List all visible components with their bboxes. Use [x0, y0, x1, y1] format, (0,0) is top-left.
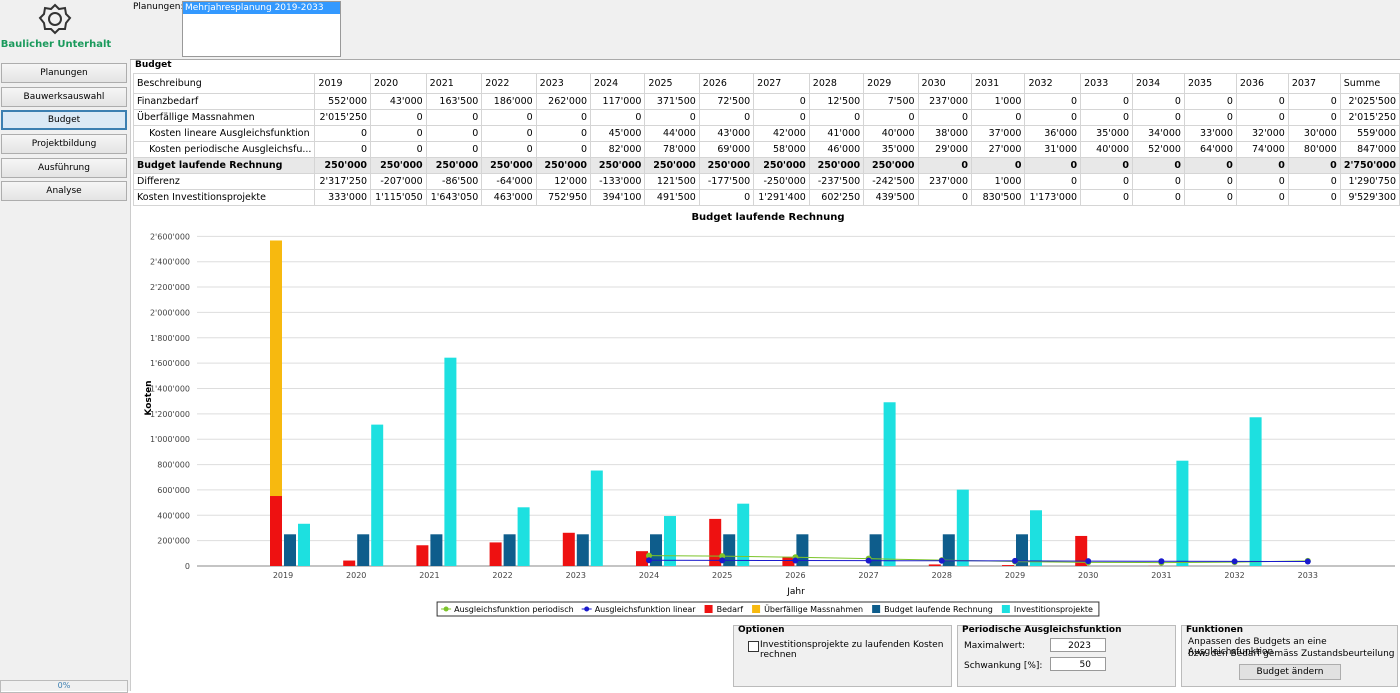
x-tick-label: 2019 — [273, 571, 293, 580]
bar — [591, 471, 603, 566]
line-marker — [719, 557, 725, 563]
bar — [444, 358, 456, 566]
bar — [957, 490, 969, 566]
line-marker — [1085, 558, 1091, 564]
bar — [416, 545, 428, 566]
x-tick-label: 2020 — [346, 571, 366, 580]
legend-label: Ausgleichsfunktion periodisch — [454, 605, 574, 614]
spinner[interactable]: 50 — [1050, 657, 1106, 671]
line-marker — [646, 557, 652, 563]
bar — [884, 402, 896, 566]
bar — [709, 519, 721, 566]
x-tick-label: 2025 — [712, 571, 732, 580]
checkbox-label[interactable]: Investitionsprojekte zu laufenden Kosten… — [760, 640, 951, 660]
line-marker — [939, 558, 945, 564]
line-marker — [1158, 558, 1164, 564]
bar — [490, 542, 502, 566]
periodic-panel: Periodische Ausgleichsfunktion Maximalwe… — [957, 625, 1176, 687]
bar — [1030, 510, 1042, 566]
line-marker — [1305, 559, 1311, 565]
panel-title: Funktionen — [1186, 625, 1243, 635]
legend-swatch — [872, 605, 880, 613]
x-tick-label: 2021 — [419, 571, 439, 580]
legend-label: Überfällige Massnahmen — [764, 604, 863, 614]
spinner[interactable]: 2023 — [1050, 638, 1106, 652]
bar — [284, 534, 296, 566]
panel-title: Periodische Ausgleichsfunktion — [962, 625, 1122, 635]
x-tick-label: 2032 — [1224, 571, 1244, 580]
bar — [298, 524, 310, 566]
bar — [430, 534, 442, 566]
legend-marker — [444, 607, 449, 612]
budget-button[interactable]: Budget ändern — [1239, 664, 1341, 680]
bar — [270, 240, 282, 496]
x-tick-label: 2024 — [639, 571, 659, 580]
legend-label: Bedarf — [717, 605, 744, 614]
y-tick-label: 1'400'000 — [150, 384, 190, 393]
bar — [577, 534, 589, 566]
y-tick-label: 1'800'000 — [150, 334, 190, 343]
x-tick-label: 2027 — [858, 571, 878, 580]
panel-title: Optionen — [738, 625, 785, 635]
line-marker — [866, 558, 872, 564]
field-label: Schwankung [%]: — [964, 661, 1042, 671]
line-marker — [1012, 558, 1018, 564]
bar — [518, 507, 530, 566]
x-tick-label: 2029 — [1005, 571, 1025, 580]
legend-marker — [584, 607, 589, 612]
legend-swatch — [1002, 605, 1010, 613]
bar — [504, 534, 516, 566]
legend-swatch — [752, 605, 760, 613]
checkbox[interactable] — [748, 641, 759, 652]
x-axis-label: Jahr — [786, 587, 805, 597]
bar — [636, 551, 648, 566]
bar — [1002, 565, 1014, 566]
legend-label: Ausgleichsfunktion linear — [595, 605, 697, 614]
bar — [664, 516, 676, 566]
y-tick-label: 2'200'000 — [150, 283, 190, 292]
x-tick-label: 2030 — [1078, 571, 1098, 580]
functions-panel: Funktionen Anpassen des Budgets an eine … — [1181, 625, 1398, 687]
y-tick-label: 200'000 — [157, 537, 190, 546]
y-tick-label: 600'000 — [157, 486, 190, 495]
field-label: Maximalwert: — [964, 641, 1025, 651]
options-panel: Optionen Investitionsprojekte zu laufend… — [733, 625, 952, 687]
y-tick-label: 2'400'000 — [150, 258, 190, 267]
line-marker — [1232, 558, 1238, 564]
chart-title: Budget laufende Rechnung — [691, 212, 844, 223]
line-marker — [792, 558, 798, 564]
x-tick-label: 2022 — [492, 571, 512, 580]
x-tick-label: 2031 — [1151, 571, 1171, 580]
legend-swatch — [705, 605, 713, 613]
bar — [1250, 417, 1262, 566]
y-tick-label: 2'600'000 — [150, 232, 190, 241]
legend-label: Investitionsprojekte — [1014, 605, 1093, 614]
x-tick-label: 2023 — [566, 571, 586, 580]
x-tick-label: 2028 — [932, 571, 952, 580]
info-text: bzw. den Bedarf gemäss Zustandsbeurteilu… — [1188, 649, 1395, 659]
bar — [371, 425, 383, 566]
y-tick-label: 400'000 — [157, 511, 190, 520]
y-tick-label: 800'000 — [157, 461, 190, 470]
y-tick-label: 0 — [185, 562, 190, 571]
bar — [343, 561, 355, 566]
y-tick-label: 1'000'000 — [150, 435, 190, 444]
y-tick-label: 1'200'000 — [150, 410, 190, 419]
legend-label: Budget laufende Rechnung — [884, 605, 993, 614]
x-tick-label: 2026 — [785, 571, 805, 580]
bar — [270, 496, 282, 566]
bar — [929, 564, 941, 566]
bar — [357, 534, 369, 566]
bar — [1176, 461, 1188, 566]
bar — [563, 533, 575, 566]
y-tick-label: 2'000'000 — [150, 308, 190, 317]
x-tick-label: 2033 — [1298, 571, 1318, 580]
y-tick-label: 1'600'000 — [150, 359, 190, 368]
